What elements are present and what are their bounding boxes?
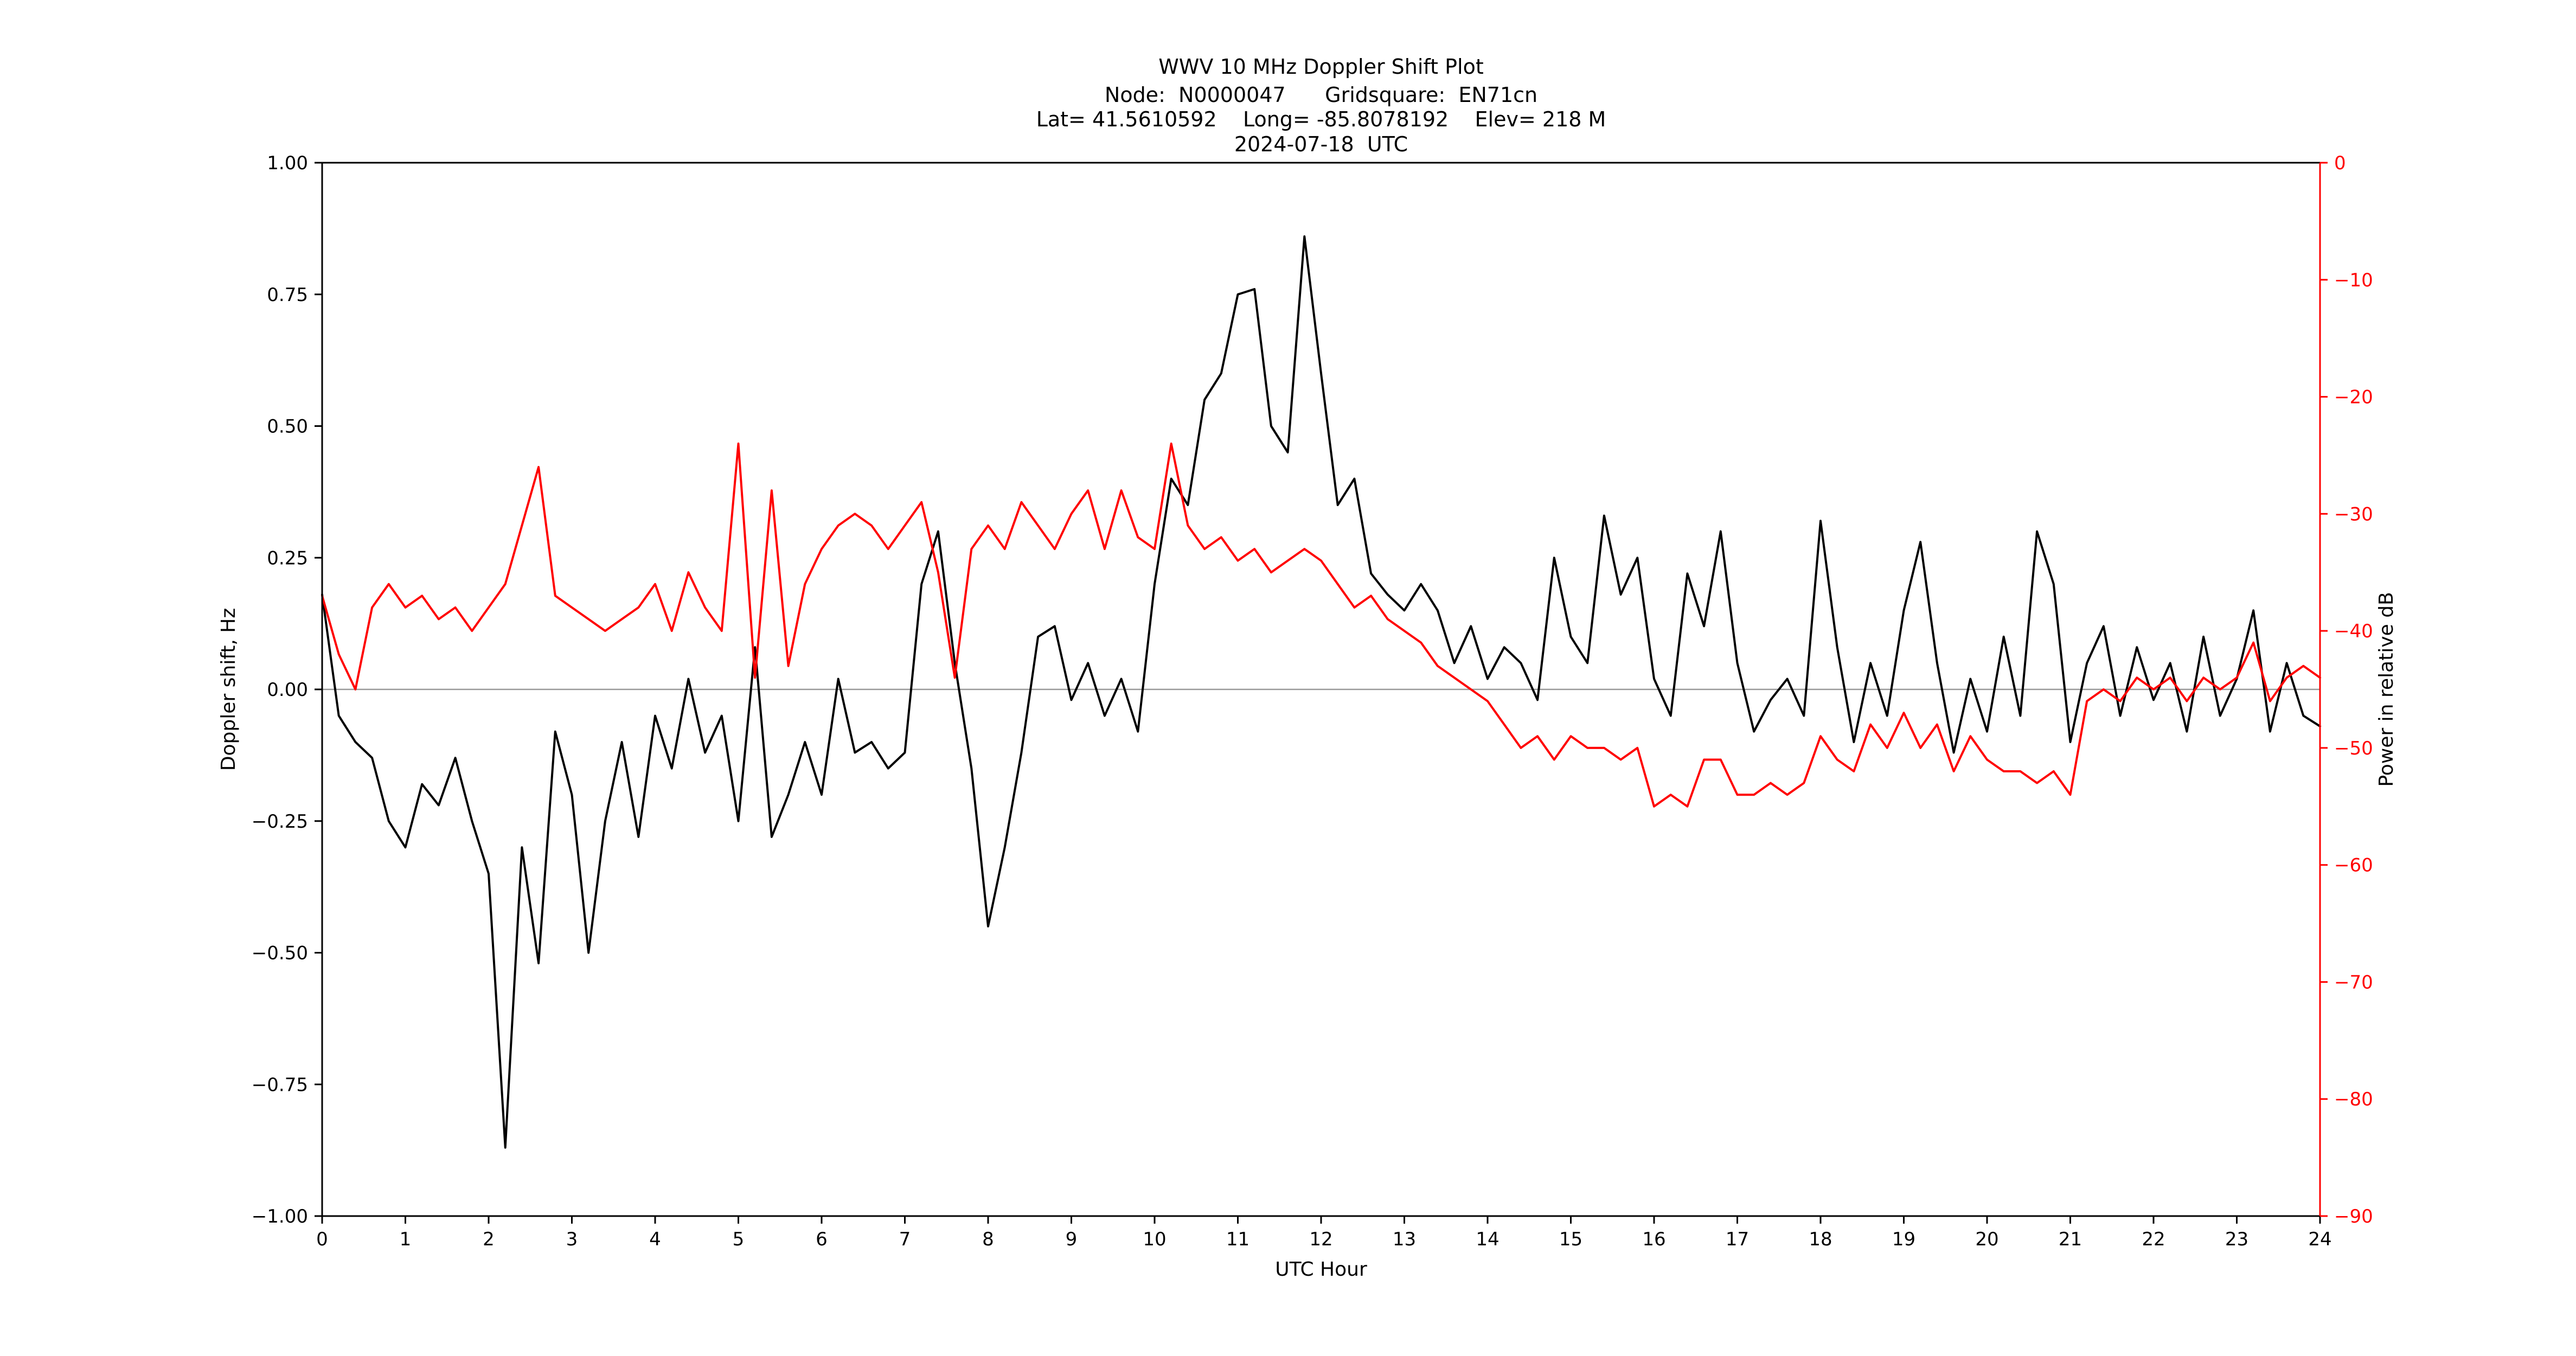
x-tick-label: 7: [899, 1229, 911, 1250]
x-tick-label: 24: [2308, 1229, 2331, 1250]
left-y-tick-label: −0.50: [252, 943, 308, 964]
x-tick-label: 0: [316, 1229, 328, 1250]
left-y-tick-label: 0.00: [267, 679, 308, 701]
right-y-tick-label: −80: [2334, 1089, 2373, 1110]
x-tick-label: 16: [1642, 1229, 1665, 1250]
x-axis-label: UTC Hour: [1275, 1258, 1367, 1281]
x-tick-label: 8: [982, 1229, 994, 1250]
x-tick-label: 14: [1476, 1229, 1499, 1250]
x-tick-label: 21: [2059, 1229, 2082, 1250]
right-y-tick-label: −90: [2334, 1206, 2373, 1227]
axes-frame: [321, 162, 2321, 1217]
right-y-tick-label: −70: [2334, 971, 2373, 993]
x-tick-label: 12: [1309, 1229, 1332, 1250]
x-tick-label: 13: [1393, 1229, 1416, 1250]
series-power-relative-db: [321, 442, 2321, 808]
x-tick-label: 5: [733, 1229, 745, 1250]
x-tick-label: 17: [1726, 1229, 1749, 1250]
chart-subtitle-node: Node: N0000047 Gridsquare: EN71cn: [1105, 83, 1537, 107]
right-y-tick-label: −30: [2334, 503, 2373, 525]
left-y-tick-label: 0.25: [267, 547, 308, 569]
left-y-tick-label: 1.00: [267, 152, 308, 174]
right-y-tick-label: −20: [2334, 387, 2373, 408]
left-y-tick-label: 0.50: [267, 416, 308, 438]
x-tick-label: 6: [816, 1229, 828, 1250]
left-y-axis-label: Doppler shift, Hz: [217, 608, 240, 771]
chart-title: WWV 10 MHz Doppler Shift Plot: [1158, 55, 1484, 79]
x-tick-label: 3: [566, 1229, 578, 1250]
x-tick-label: 11: [1226, 1229, 1249, 1250]
right-y-tick-label: 0: [2334, 152, 2346, 174]
series-doppler-shift-hz: [321, 235, 2321, 1149]
x-tick-label: 18: [1809, 1229, 1832, 1250]
x-tick-label: 19: [1892, 1229, 1915, 1250]
right-y-axis-label: Power in relative dB: [2375, 592, 2398, 786]
left-y-tick-label: 0.75: [267, 284, 308, 306]
right-y-tick-label: −60: [2334, 855, 2373, 877]
x-tick-label: 4: [649, 1229, 661, 1250]
right-y-tick-label: −50: [2334, 738, 2373, 759]
data-series: [321, 235, 2321, 1149]
axis-ticks: 0 1 2 3 4 5 6 7 8 9 10 11 12 13 14 15 16 17 18 19 20 21 22 23 24…: [252, 152, 2373, 1250]
right-y-tick-label: −40: [2334, 621, 2373, 642]
x-tick-label: 9: [1066, 1229, 1078, 1250]
x-tick-label: 15: [1559, 1229, 1582, 1250]
x-tick-label: 10: [1143, 1229, 1166, 1250]
x-tick-label: 20: [1975, 1229, 1998, 1250]
right-y-tick-label: −10: [2334, 270, 2373, 291]
left-y-tick-label: −1.00: [252, 1206, 308, 1227]
x-tick-label: 2: [483, 1229, 495, 1250]
left-y-tick-label: −0.25: [252, 811, 308, 833]
x-tick-label: 22: [2142, 1229, 2165, 1250]
chart-subtitle-date: 2024-07-18 UTC: [1234, 132, 1408, 156]
x-tick-label: 1: [400, 1229, 412, 1250]
x-tick-label: 23: [2225, 1229, 2248, 1250]
chart-subtitle-coords: Lat= 41.5610592 Long= -85.8078192 Elev= …: [1036, 107, 1606, 131]
left-y-tick-label: −0.75: [252, 1074, 308, 1096]
